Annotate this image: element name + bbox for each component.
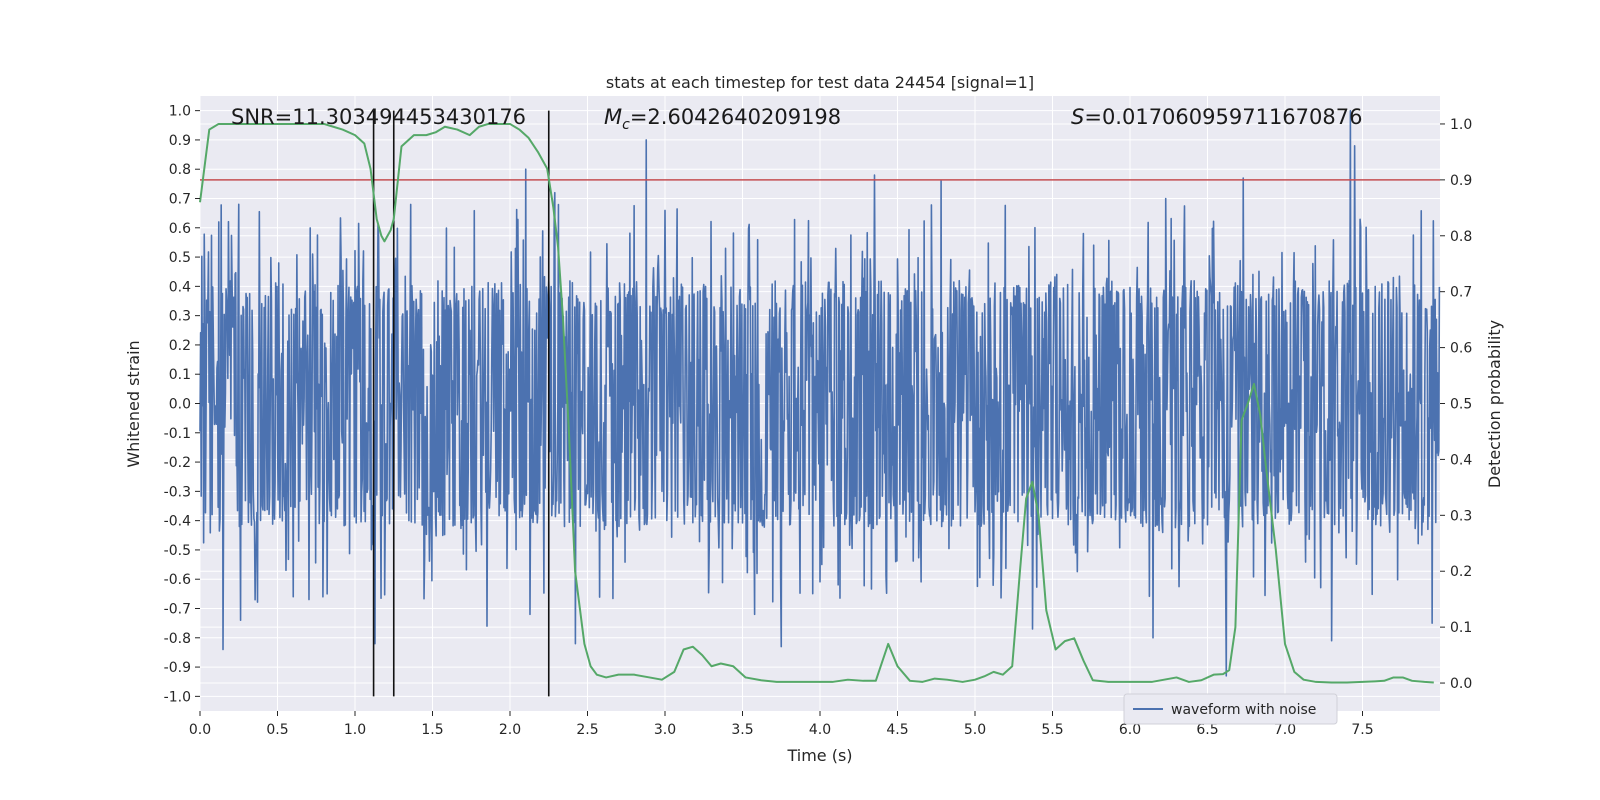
- y-left-tick-label: 0.1: [169, 367, 191, 383]
- y-left-tick-label: -0.9: [164, 660, 191, 676]
- mc-subscript: c: [622, 117, 630, 133]
- y-right-tick-label: 0.2: [1450, 564, 1472, 580]
- waveform-series: [199, 109, 1441, 677]
- y-left-tick-label: 0.4: [169, 279, 191, 295]
- y-left-tick-label: 0.2: [169, 338, 191, 354]
- chart-title: stats at each timestep for test data 244…: [606, 73, 1034, 92]
- y-left-tick-label: 1.0: [169, 104, 191, 120]
- y-left-tick-label: -0.5: [164, 543, 191, 559]
- x-tick-label: 4.5: [886, 722, 908, 738]
- y-left-tick-label: 0.7: [169, 192, 191, 208]
- y-left-tick-label: -0.3: [164, 484, 191, 500]
- y-right-axis-label: Detection probability: [1485, 320, 1504, 488]
- snr-annotation: SNR=11.303494453430176: [231, 105, 526, 129]
- y-left-axis-label: Whitened strain: [124, 340, 143, 467]
- detection-probability-line: [199, 122, 1434, 684]
- x-tick-label: 5.0: [964, 722, 986, 738]
- legend-box: [1123, 693, 1338, 725]
- mc-value: =2.6042640209198: [630, 105, 841, 129]
- x-tick-label: 6.0: [1119, 722, 1141, 738]
- x-axis-ticks: 0.0 0.5 1.0 1.5 2.0 2.5 3.0 3.5 4.0 4.5 5.0 5.5 6.0 6…: [189, 711, 1374, 738]
- y-right-tick-label: 0.9: [1450, 173, 1472, 189]
- y-right-tick-label: 0.3: [1450, 508, 1472, 524]
- x-tick-label: 7.5: [1351, 722, 1373, 738]
- x-tick-label: 3.0: [654, 722, 676, 738]
- x-tick-label: 7.0: [1274, 722, 1296, 738]
- y-left-tick-label: -0.1: [164, 426, 191, 442]
- vertical-marker-lines: [372, 110, 550, 697]
- x-tick-label: 0.5: [266, 722, 288, 738]
- y-right-tick-label: 0.5: [1450, 397, 1472, 413]
- y-left-tick-label: -0.6: [164, 572, 191, 588]
- y-left-tick-label: 0.8: [169, 162, 191, 178]
- legend: waveform with noise: [1123, 693, 1338, 725]
- y-right-tick-label: 0.4: [1450, 452, 1472, 468]
- y-left-tick-label: -0.2: [164, 455, 191, 471]
- y-right-axis-ticks: 1.0 0.9 0.8 0.7 0.6 0.5 0.4 0.3 0.2 0.1 0.0: [1440, 117, 1472, 692]
- y-left-tick-label: -0.7: [164, 602, 191, 618]
- y-left-tick-label: 0.6: [169, 221, 191, 237]
- x-tick-label: 1.5: [421, 722, 443, 738]
- s-value: =0.017060959711670876: [1084, 105, 1362, 129]
- s-symbol: S: [1071, 105, 1084, 129]
- y-right-tick-label: 0.7: [1450, 285, 1472, 301]
- y-right-tick-label: 0.8: [1450, 229, 1472, 245]
- legend-entry: waveform with noise: [1171, 702, 1316, 718]
- y-right-tick-label: 1.0: [1450, 117, 1472, 133]
- x-tick-label: 6.5: [1196, 722, 1218, 738]
- x-tick-label: 3.5: [731, 722, 753, 738]
- y-left-tick-label: -1.0: [164, 689, 191, 705]
- y-right-tick-label: 0.6: [1450, 341, 1472, 357]
- y-left-tick-label: -0.4: [164, 514, 191, 530]
- x-axis-label: Time (s): [786, 746, 852, 765]
- y-left-tick-label: -0.8: [164, 631, 191, 647]
- y-left-tick-label: 0.5: [169, 250, 191, 266]
- waveform-line: [199, 109, 1441, 677]
- x-tick-label: 2.5: [576, 722, 598, 738]
- x-tick-label: 1.0: [344, 722, 366, 738]
- chirp-mass-annotation: Mc=2.6042640209198: [604, 105, 841, 133]
- y-left-axis-ticks: 1.0 0.9 0.8 0.7 0.6 0.5 0.4 0.3 0.2 0.1 0.0 -0.1 -0.…: [164, 104, 200, 705]
- y-left-tick-label: 0.9: [169, 133, 191, 149]
- x-tick-label: 4.0: [809, 722, 831, 738]
- y-left-tick-label: 0.0: [169, 397, 191, 413]
- x-tick-label: 2.0: [499, 722, 521, 738]
- x-tick-label: 5.5: [1041, 722, 1063, 738]
- s-annotation: S=0.017060959711670876: [1071, 105, 1362, 129]
- x-tick-label: 0.0: [189, 722, 211, 738]
- y-right-tick-label: 0.1: [1450, 620, 1472, 636]
- y-left-tick-label: 0.3: [169, 309, 191, 325]
- mc-symbol: M: [604, 105, 622, 129]
- y-right-tick-label: 0.0: [1450, 676, 1472, 692]
